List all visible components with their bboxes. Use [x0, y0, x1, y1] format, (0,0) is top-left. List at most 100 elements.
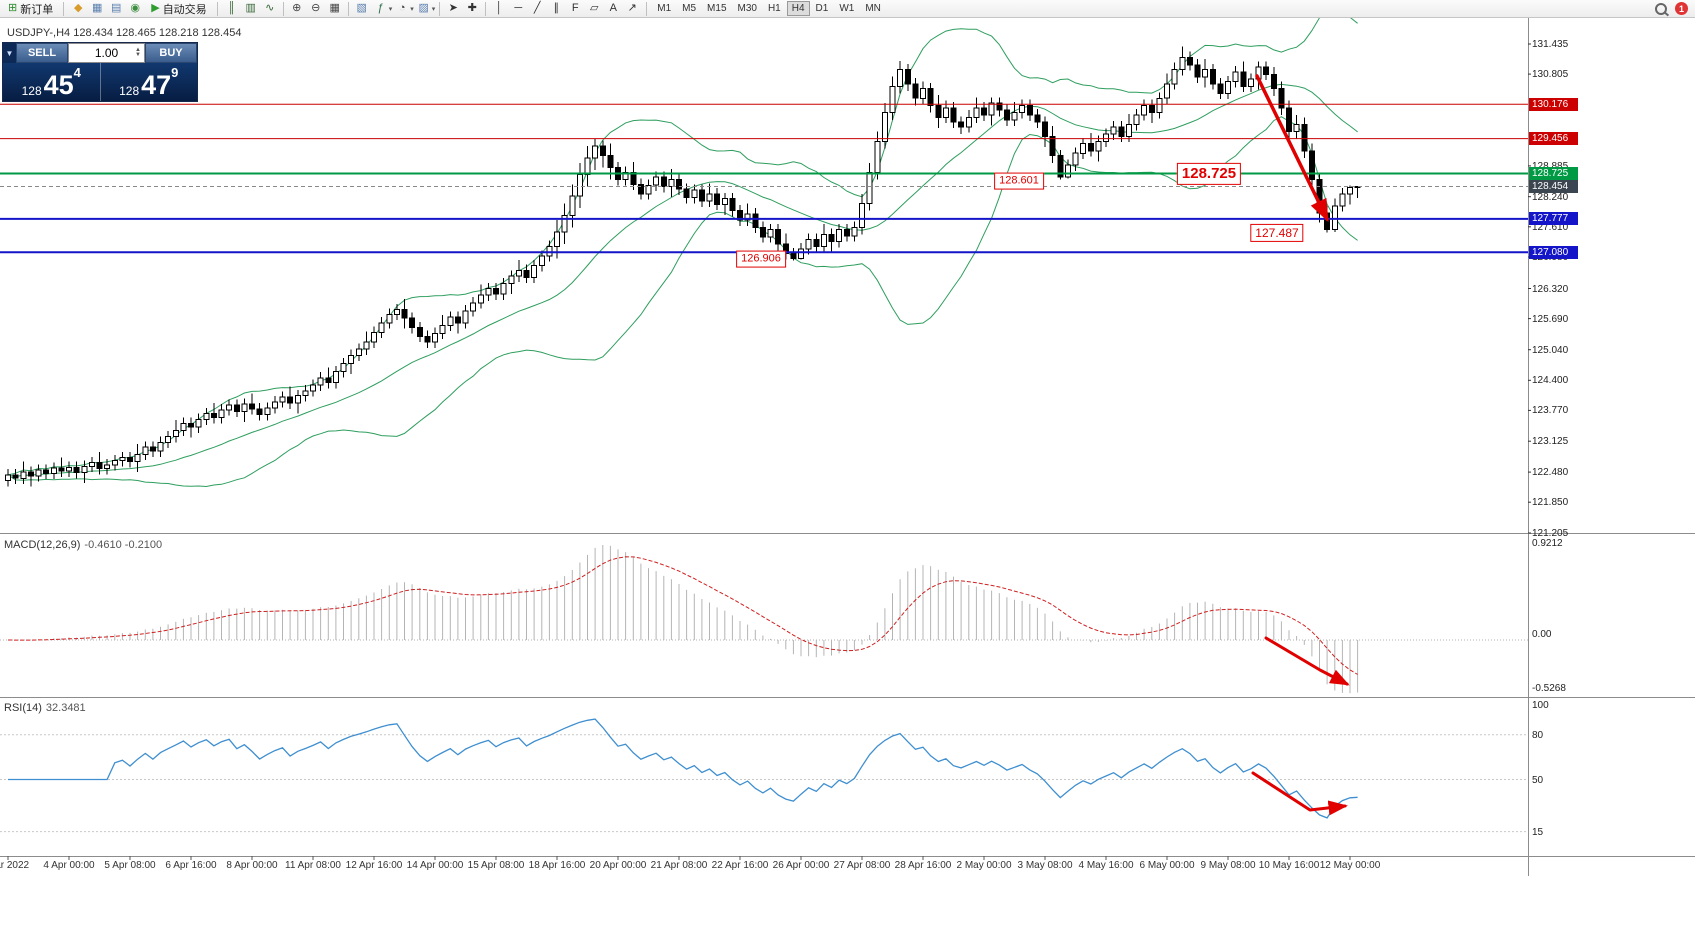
price-annotation-label[interactable]: 128.725: [1176, 162, 1242, 186]
candle[interactable]: [96, 462, 103, 470]
candle[interactable]: [538, 255, 545, 267]
candle[interactable]: [1042, 121, 1048, 137]
candle[interactable]: [188, 422, 194, 428]
candle[interactable]: [241, 403, 248, 412]
candle[interactable]: [1263, 66, 1270, 75]
candle[interactable]: [50, 467, 57, 475]
candle[interactable]: [249, 403, 255, 410]
candle[interactable]: [1080, 143, 1087, 154]
indicators-icon[interactable]: ƒ: [377, 2, 384, 14]
candle[interactable]: [294, 395, 301, 404]
candle[interactable]: [1179, 57, 1186, 71]
candle[interactable]: [1202, 69, 1209, 78]
candle[interactable]: [20, 471, 27, 479]
price-annotation-label[interactable]: 126.906: [736, 250, 786, 268]
candle[interactable]: [226, 404, 233, 411]
candle[interactable]: [165, 436, 172, 443]
timeframe-mn[interactable]: MN: [865, 3, 881, 14]
candle[interactable]: [531, 265, 538, 279]
candle[interactable]: [1301, 124, 1308, 152]
candle[interactable]: [599, 145, 606, 157]
timeframe-w1[interactable]: W1: [839, 3, 855, 14]
trend-arrow[interactable]: [1255, 74, 1329, 223]
candle[interactable]: [111, 460, 118, 466]
timeframe-m15[interactable]: M15: [707, 3, 727, 14]
trend-arrow[interactable]: [1251, 771, 1348, 816]
candle[interactable]: [805, 238, 812, 250]
dropdown-caret-icon[interactable]: ▾: [431, 5, 436, 13]
candle[interactable]: [35, 469, 42, 477]
sell-button[interactable]: SELL: [16, 43, 68, 63]
line-chart-icon[interactable]: ∿: [265, 2, 275, 14]
candle[interactable]: [881, 112, 888, 142]
candle[interactable]: [287, 396, 294, 404]
candle[interactable]: [958, 121, 965, 128]
candle[interactable]: [1087, 143, 1094, 152]
trendline-icon[interactable]: ╱: [533, 2, 541, 14]
candle[interactable]: [1232, 71, 1239, 83]
trend-arrow[interactable]: [1264, 636, 1350, 686]
candle[interactable]: [904, 69, 911, 85]
notification-badge[interactable]: 1: [1675, 2, 1688, 15]
candle[interactable]: [866, 171, 873, 204]
candle[interactable]: [1286, 107, 1292, 133]
bar-chart-icon[interactable]: ║: [227, 2, 236, 14]
candle[interactable]: [1110, 126, 1117, 135]
candle[interactable]: [561, 214, 568, 233]
candle[interactable]: [264, 407, 271, 416]
candle[interactable]: [706, 193, 713, 202]
candle[interactable]: [1049, 136, 1056, 157]
candle[interactable]: [637, 183, 644, 195]
candle[interactable]: [1011, 112, 1018, 121]
candle[interactable]: [256, 408, 263, 416]
candle[interactable]: [698, 189, 705, 202]
period-icon[interactable]: ◔: [398, 2, 406, 14]
candle[interactable]: [271, 401, 278, 409]
candle[interactable]: [523, 269, 530, 278]
candle[interactable]: [317, 377, 324, 386]
candle[interactable]: [58, 467, 65, 472]
candle[interactable]: [409, 317, 416, 329]
timeframe-d1[interactable]: D1: [815, 3, 829, 14]
candle[interactable]: [942, 107, 949, 118]
candle[interactable]: [576, 174, 583, 197]
candle[interactable]: [1164, 83, 1170, 99]
candle[interactable]: [210, 413, 217, 419]
candle[interactable]: [897, 69, 904, 87]
volume-down-icon[interactable]: ▼: [135, 52, 141, 58]
dropdown-caret-icon[interactable]: ▾: [388, 5, 393, 13]
candle[interactable]: [371, 332, 377, 343]
candle[interactable]: [485, 288, 492, 296]
candle[interactable]: [1247, 78, 1254, 87]
candle[interactable]: [325, 377, 332, 384]
candle[interactable]: [470, 302, 477, 312]
candle[interactable]: [195, 419, 202, 428]
candle[interactable]: [721, 198, 728, 205]
candle[interactable]: [836, 229, 843, 243]
candle[interactable]: [1034, 114, 1041, 123]
candle[interactable]: [668, 179, 675, 188]
candle[interactable]: [424, 335, 431, 343]
arrows-icon[interactable]: ↗: [627, 2, 637, 14]
candle[interactable]: [1095, 140, 1102, 152]
candle[interactable]: [1125, 124, 1132, 137]
candle[interactable]: [1072, 152, 1079, 166]
candle[interactable]: [1133, 114, 1140, 126]
candle[interactable]: [355, 348, 362, 356]
candle[interactable]: [302, 390, 309, 397]
candle[interactable]: [1339, 193, 1346, 207]
candle[interactable]: [1331, 205, 1338, 231]
candle[interactable]: [203, 413, 210, 420]
fibonacci-icon[interactable]: F: [571, 2, 579, 14]
candle[interactable]: [1156, 97, 1163, 114]
candle[interactable]: [233, 404, 240, 412]
candle[interactable]: [775, 229, 782, 245]
buy-price[interactable]: 128 47 9: [101, 63, 198, 101]
candle[interactable]: [1293, 124, 1300, 133]
candle[interactable]: [592, 145, 599, 159]
candle[interactable]: [851, 226, 858, 237]
favorites-icon[interactable]: ◆: [73, 2, 83, 14]
candle[interactable]: [1209, 69, 1216, 85]
candle[interactable]: [676, 179, 682, 190]
candle[interactable]: [43, 469, 50, 474]
